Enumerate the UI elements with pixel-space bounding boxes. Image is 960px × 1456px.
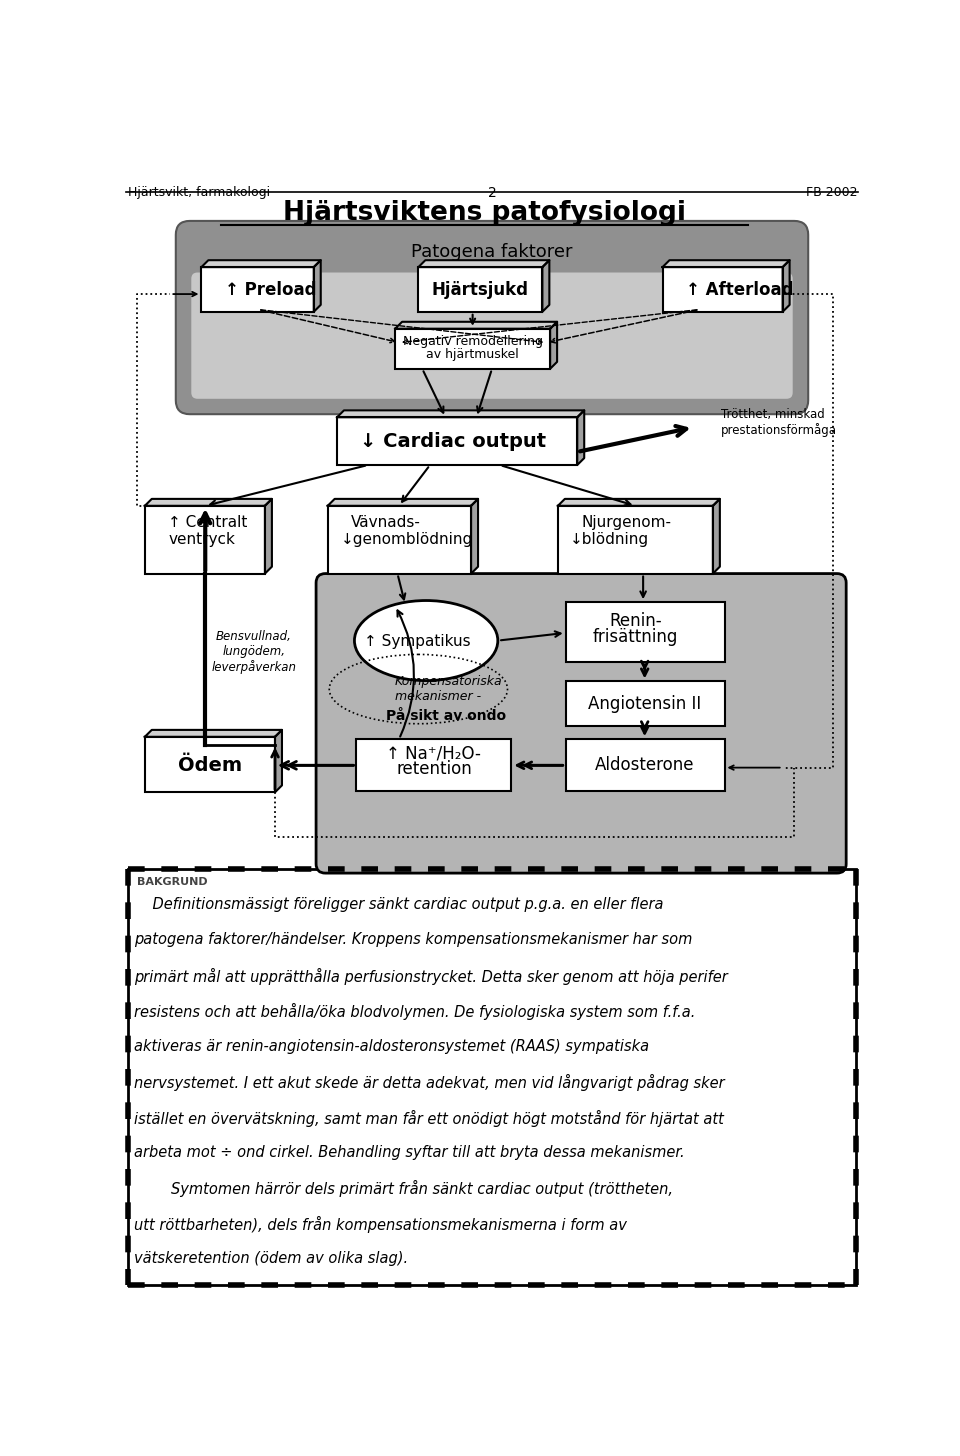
- Polygon shape: [419, 261, 549, 266]
- Text: aktiveras är renin-angiotensin-aldosteronsystemet (RAAS) sympatiska: aktiveras är renin-angiotensin-aldostero…: [134, 1038, 649, 1054]
- Bar: [396, 329, 550, 368]
- Text: utt röttbarheten), dels från kompensationsmekanismerna i form av: utt röttbarheten), dels från kompensatio…: [134, 1216, 627, 1233]
- Text: FB 2002: FB 2002: [806, 185, 858, 198]
- Bar: [662, 266, 782, 312]
- Polygon shape: [337, 411, 585, 418]
- Text: arbeta mot ÷ ond cirkel. Behandling syftar till att bryta dessa mekanismer.: arbeta mot ÷ ond cirkel. Behandling syft…: [134, 1144, 684, 1160]
- Text: Angiotensin II: Angiotensin II: [588, 695, 702, 712]
- Text: ↑ Preload: ↑ Preload: [225, 281, 316, 300]
- Text: Njurgenom-: Njurgenom-: [581, 515, 671, 530]
- Text: ↑ Centralt: ↑ Centralt: [168, 515, 248, 530]
- Text: ventryck: ventryck: [168, 533, 235, 547]
- Text: Kompensatoriska
mekanismer -: Kompensatoriska mekanismer -: [396, 676, 503, 703]
- Polygon shape: [550, 322, 557, 368]
- Polygon shape: [396, 322, 557, 329]
- Text: Ödem: Ödem: [178, 756, 242, 775]
- Bar: [327, 505, 471, 574]
- Polygon shape: [558, 499, 720, 505]
- Text: Hjärtsviktens patofysiologi: Hjärtsviktens patofysiologi: [283, 201, 685, 226]
- Bar: [565, 740, 725, 792]
- Polygon shape: [713, 499, 720, 574]
- Text: ↑ Na⁺/H₂O-: ↑ Na⁺/H₂O-: [387, 745, 481, 763]
- Text: retention: retention: [396, 760, 471, 778]
- Text: ↑ Afterload: ↑ Afterload: [685, 281, 793, 300]
- Polygon shape: [542, 261, 549, 312]
- Text: frisättning: frisättning: [592, 628, 678, 645]
- Text: Aldosterone: Aldosterone: [595, 756, 694, 775]
- Text: primärt mål att upprätthålla perfusionstrycket. Detta sker genom att höja perife: primärt mål att upprätthålla perfusionst…: [134, 968, 728, 984]
- Bar: [202, 266, 314, 312]
- Polygon shape: [577, 411, 585, 464]
- Text: Trötthet, minskad
prestationsförmåga: Trötthet, minskad prestationsförmåga: [721, 408, 836, 437]
- Bar: [145, 737, 275, 792]
- Polygon shape: [662, 261, 789, 266]
- Bar: [565, 603, 725, 662]
- Text: ↓ Cardiac output: ↓ Cardiac output: [360, 432, 546, 451]
- Polygon shape: [471, 499, 478, 574]
- Polygon shape: [782, 261, 789, 312]
- Polygon shape: [275, 729, 282, 792]
- Polygon shape: [145, 499, 272, 505]
- Ellipse shape: [354, 600, 498, 680]
- Text: Patogena faktorer: Patogena faktorer: [411, 243, 573, 261]
- Bar: [558, 505, 713, 574]
- Polygon shape: [327, 499, 478, 505]
- Text: av hjärtmuskel: av hjärtmuskel: [426, 348, 519, 361]
- Text: vätskeretention (ödem av olika slag).: vätskeretention (ödem av olika slag).: [134, 1251, 408, 1267]
- Bar: [419, 266, 542, 312]
- Bar: [356, 740, 512, 792]
- Text: Negativ remodellering: Negativ remodellering: [402, 335, 542, 348]
- Bar: [145, 505, 265, 574]
- Text: resistens och att behålla/öka blodvolymen. De fysiologiska system som f.f.a.: resistens och att behålla/öka blodvolyme…: [134, 1003, 695, 1021]
- Polygon shape: [314, 261, 321, 312]
- Bar: [565, 681, 725, 727]
- Text: 2: 2: [488, 185, 496, 199]
- Text: patogena faktorer/händelser. Kroppens kompensationsmekanismer har som: patogena faktorer/händelser. Kroppens ko…: [134, 932, 692, 948]
- FancyBboxPatch shape: [316, 574, 846, 874]
- Bar: [128, 869, 856, 1286]
- FancyBboxPatch shape: [176, 221, 808, 414]
- Text: Definitionsmässigt föreligger sänkt cardiac output p.g.a. en eller flera: Definitionsmässigt föreligger sänkt card…: [134, 897, 663, 911]
- Text: Hjärtsjukd: Hjärtsjukd: [432, 281, 529, 300]
- Text: ↓genomblödning: ↓genomblödning: [341, 533, 473, 547]
- Text: Bensvullnad,
lungödem,
leverpåverkan: Bensvullnad, lungödem, leverpåverkan: [211, 630, 297, 674]
- Polygon shape: [202, 261, 321, 266]
- Text: istället en övervätskning, samt man får ett onödigt högt motstånd för hjärtat at: istället en övervätskning, samt man får …: [134, 1109, 724, 1127]
- Text: ↑ Sympatikus: ↑ Sympatikus: [364, 633, 470, 649]
- FancyBboxPatch shape: [191, 272, 793, 399]
- Polygon shape: [145, 729, 282, 737]
- Text: ↓blödning: ↓blödning: [569, 533, 649, 547]
- Polygon shape: [265, 499, 272, 574]
- Text: Hjärtsvikt, farmakologi: Hjärtsvikt, farmakologi: [128, 185, 270, 198]
- Text: Symtomen härrör dels primärt från sänkt cardiac output (tröttheten,: Symtomen härrör dels primärt från sänkt …: [134, 1181, 673, 1197]
- Bar: [337, 418, 577, 464]
- Text: BAKGRUND: BAKGRUND: [137, 877, 207, 887]
- Text: På sikt av ondo: På sikt av ondo: [386, 709, 506, 724]
- Text: Vävnads-: Vävnads-: [351, 515, 420, 530]
- Text: nervsystemet. I ett akut skede är detta adekvat, men vid långvarigt pådrag sker: nervsystemet. I ett akut skede är detta …: [134, 1075, 725, 1091]
- Text: Renin-: Renin-: [609, 613, 661, 630]
